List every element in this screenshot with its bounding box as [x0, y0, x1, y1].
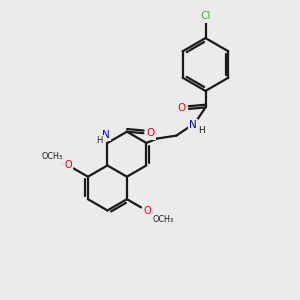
Text: O: O: [147, 128, 155, 138]
Text: O: O: [64, 160, 72, 170]
Text: N: N: [102, 130, 110, 140]
Text: H: H: [96, 136, 102, 145]
Text: H: H: [198, 126, 205, 135]
Text: Cl: Cl: [200, 11, 211, 22]
Text: N: N: [189, 120, 197, 130]
Text: O: O: [177, 103, 186, 113]
Text: OCH₃: OCH₃: [152, 214, 173, 224]
Text: OCH₃: OCH₃: [41, 152, 63, 161]
Text: O: O: [143, 206, 151, 216]
